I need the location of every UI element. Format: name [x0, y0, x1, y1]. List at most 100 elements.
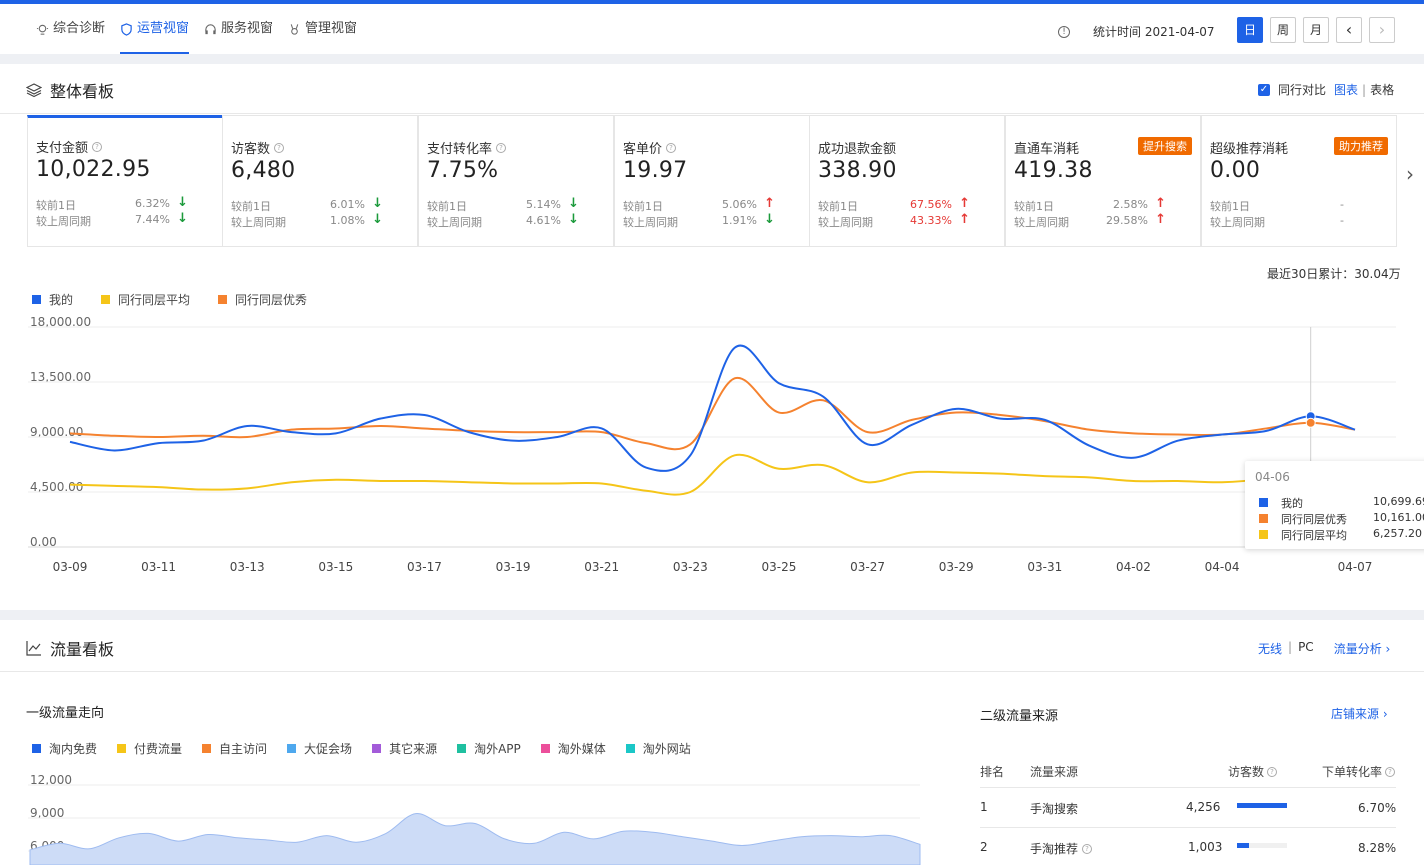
legend-mine[interactable]: 我的	[32, 291, 73, 308]
tab-comprehensive-diagnosis[interactable]: 综合诊断	[36, 4, 105, 54]
legend-item[interactable]: 淘外媒体	[540, 740, 606, 757]
series-line-2	[69, 376, 1356, 451]
kpi-day-compare: 较前1日 6.32% ↓	[36, 195, 188, 213]
help-icon[interactable]: ?	[496, 142, 507, 153]
tab-operations-view[interactable]: 运营视窗	[120, 4, 190, 54]
legend-label: 同行同层优秀	[235, 293, 308, 307]
legend-item[interactable]: 淘外APP	[457, 740, 521, 757]
help-icon[interactable]: ?	[274, 142, 285, 153]
main-chart-legend: 我的 同行同层平均 同行同层优秀	[32, 291, 307, 308]
period-day-button[interactable]: 日	[1237, 17, 1263, 43]
kpi-action-badge[interactable]: 提升搜索	[1138, 137, 1192, 155]
kpi-value: 10,022.95	[36, 157, 151, 182]
legend-label: 淘外媒体	[557, 742, 606, 756]
kpi-day-compare: 较前1日 -	[1210, 198, 1362, 214]
view-table-link[interactable]: 表格	[1370, 83, 1395, 97]
compare-week-value: 29.58%	[1106, 214, 1148, 227]
visitors-bar	[1237, 843, 1287, 848]
x-tick-label: 03-29	[938, 560, 974, 574]
kpi-card[interactable]: 超级推荐消耗 助力推荐 0.00 较前1日 - 较上周同期 -	[1201, 115, 1397, 247]
arrow-up-icon: ↑	[959, 212, 970, 227]
tab-management-view[interactable]: 管理视窗	[288, 4, 357, 54]
tooltip-date: 04-06	[1255, 470, 1290, 484]
help-icon[interactable]: ?	[1267, 766, 1278, 777]
checkbox-icon[interactable]: ✓	[1258, 83, 1270, 96]
row-source[interactable]: 手淘搜索	[1030, 802, 1079, 816]
help-icon[interactable]: ?	[1082, 843, 1093, 854]
y-tick-label: 12,000	[30, 773, 72, 787]
tooltip-row: 同行同层平均 6,257.20	[1259, 527, 1424, 543]
kpi-card[interactable]: 客单价 ? 19.97 较前1日 5.06% ↑ 较上周同期 1.91% ↓	[614, 115, 810, 247]
kpi-card[interactable]: 成功退款金额 338.90 较前1日 67.56% ↑ 较上周同期 43.33%…	[809, 115, 1005, 247]
header-rank: 排名	[980, 765, 1005, 779]
view-separator: |	[1362, 82, 1367, 97]
y-tick-label: 9,000	[30, 806, 65, 820]
x-tick-label: 03-23	[672, 560, 708, 574]
x-tick-label: 03-13	[229, 560, 265, 574]
row-source[interactable]: 手淘推荐?	[1030, 840, 1093, 857]
arrow-down-icon: ↓	[177, 195, 188, 210]
compare-day-value: -	[1340, 198, 1344, 211]
view-chart-link[interactable]: 图表	[1334, 83, 1359, 97]
compare-week-label: 较上周同期	[231, 216, 286, 229]
table-row-divider	[980, 827, 1396, 828]
legend-peer-average[interactable]: 同行同层平均	[101, 291, 190, 308]
row-conversion: 6.70%	[1358, 801, 1397, 815]
help-icon[interactable]: ?	[1385, 766, 1396, 777]
traffic-analysis-link[interactable]: 流量分析 ›	[1333, 642, 1391, 656]
legend-peer-excellent[interactable]: 同行同层优秀	[218, 291, 307, 308]
tab-service-view[interactable]: 服务视窗	[204, 4, 273, 54]
peer-compare-label: 同行对比	[1278, 83, 1327, 97]
header-source: 流量来源	[1030, 765, 1079, 779]
compare-week-label: 较上周同期	[818, 216, 873, 229]
kpi-day-compare: 较前1日 5.06% ↑	[623, 197, 775, 214]
help-icon[interactable]: ?	[92, 141, 103, 152]
store-source-link[interactable]: 店铺来源 ›	[1331, 707, 1388, 721]
compare-week-value: -	[1340, 214, 1344, 227]
legend-label: 淘外APP	[474, 742, 521, 756]
compare-week-value: 7.44%	[135, 213, 170, 226]
arrow-down-icon: ↓	[177, 211, 188, 226]
legend-item[interactable]: 淘外网站	[625, 740, 691, 757]
kpi-week-compare: 较上周同期 1.91% ↓	[623, 213, 775, 230]
kpi-label-text: 客单价	[623, 142, 663, 157]
legend-label: 自主访问	[219, 742, 268, 756]
legend-item[interactable]: 大促会场	[287, 740, 352, 757]
kpi-card[interactable]: 访客数 ? 6,480 较前1日 6.01% ↓ 较上周同期 1.08% ↓	[222, 115, 418, 247]
top-nav-bar: 综合诊断 运营视窗 服务视窗 管理视窗 ! 统计时间 2021-04-07 日 …	[0, 4, 1424, 54]
cumulative-total: 最近30日累计：30.04万	[1267, 267, 1401, 281]
period-week-button[interactable]: 周	[1270, 17, 1296, 43]
visitors-bar-fill	[1237, 843, 1249, 848]
period-month-button[interactable]: 月	[1303, 17, 1329, 43]
tooltip-name: 同行同层优秀	[1281, 513, 1347, 526]
traffic-legend: 淘内免费 付费流量 自主访问 大促会场 其它来源 淘外APP 淘外媒体 淘外网站	[32, 740, 691, 757]
row-rank: 2	[980, 840, 988, 854]
row-visitors: 1,003	[1188, 840, 1223, 854]
peer-compare-toggle[interactable]: ✓ 同行对比 图表 | 表格	[1258, 81, 1394, 98]
legend-item[interactable]: 淘内免费	[32, 740, 97, 757]
kpi-card[interactable]: 支付转化率 ? 7.75% 较前1日 5.14% ↓ 较上周同期 4.61% ↓	[418, 115, 614, 247]
legend-item[interactable]: 其它来源	[372, 740, 437, 757]
prev-date-button[interactable]: ‹	[1336, 17, 1362, 43]
kpi-next-arrow[interactable]: ›	[1406, 162, 1414, 186]
next-date-button[interactable]: ›	[1369, 17, 1395, 43]
legend-item[interactable]: 自主访问	[202, 740, 267, 757]
help-icon[interactable]: ?	[666, 142, 677, 153]
wireless-link[interactable]: 无线	[1258, 642, 1283, 656]
medal-icon	[290, 23, 299, 35]
x-tick-label: 03-15	[318, 560, 354, 574]
info-icon[interactable]: !	[1058, 26, 1070, 38]
arrow-down-icon: ↓	[372, 212, 383, 227]
compare-day-value: 67.56%	[910, 198, 952, 211]
x-tick-label: 03-17	[407, 560, 442, 574]
x-tick-label: 03-21	[584, 560, 620, 574]
traffic-divider	[0, 671, 1424, 672]
kpi-week-compare: 较上周同期 7.44% ↓	[36, 211, 188, 229]
tab-label: 管理视窗	[305, 21, 358, 36]
pc-link[interactable]: PC	[1298, 640, 1314, 654]
traffic-card: 流量看板 无线 | PC 流量分析 › 一级流量走向 淘内免费 付费流量 自主访问 大…	[0, 620, 1424, 865]
kpi-card[interactable]: 直通车消耗 提升搜索 419.38 较前1日 2.58% ↑ 较上周同期 29.…	[1005, 115, 1201, 247]
legend-item[interactable]: 付费流量	[117, 740, 182, 757]
kpi-action-badge[interactable]: 助力推荐	[1334, 137, 1388, 155]
